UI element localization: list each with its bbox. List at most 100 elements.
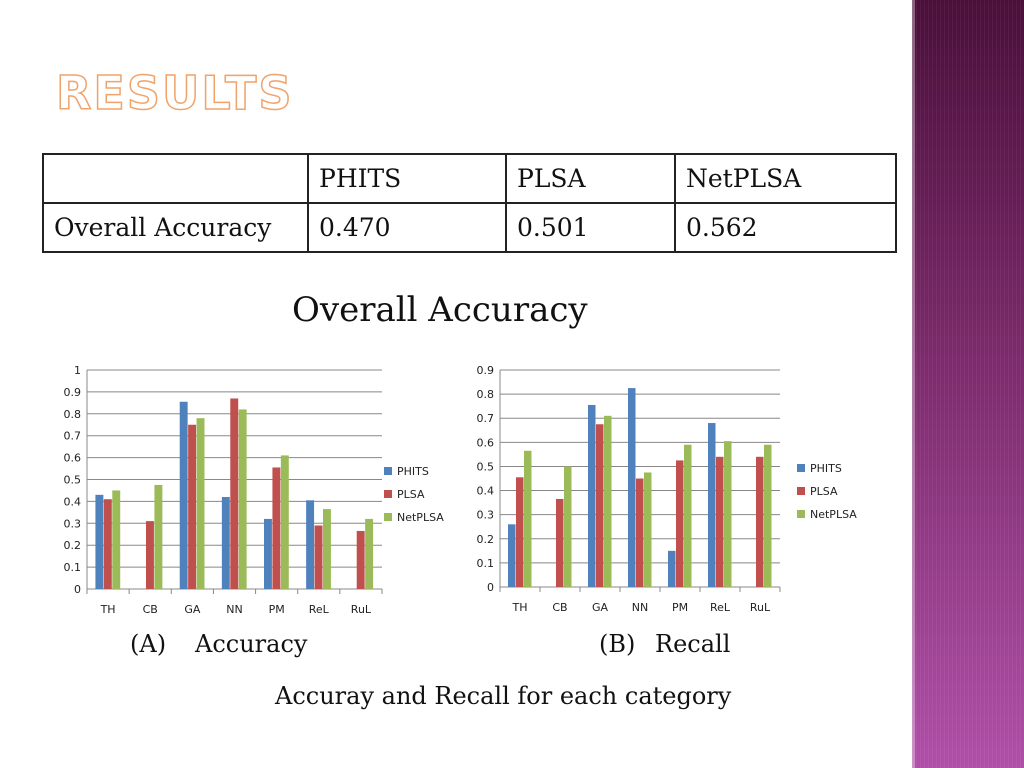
results-table: PHITS PLSA NetPLSA Overall Accuracy 0.47…	[42, 153, 897, 253]
bar-plsa	[188, 424, 197, 589]
y-tick-label: 0	[74, 583, 81, 596]
bar-phits	[588, 404, 596, 587]
bar-plsa	[272, 467, 281, 589]
chart-a-label: (A)	[130, 630, 167, 658]
table-cell: 0.470	[307, 202, 507, 253]
x-tick-label: GA	[184, 603, 201, 616]
x-tick-label: CB	[143, 603, 158, 616]
y-tick-label: 0.2	[477, 533, 495, 546]
chart-b-caption: Recall	[655, 630, 731, 658]
legend-swatch-plsa	[797, 487, 805, 495]
figure-caption: Accuray and Recall for each category	[275, 682, 732, 710]
decorative-side-panel	[912, 0, 1024, 768]
table-cell: 0.501	[505, 202, 676, 253]
chart-b-label: (B)	[599, 630, 636, 658]
bar-plsa	[356, 530, 365, 589]
legend-label: PHITS	[810, 462, 842, 475]
bar-phits	[95, 494, 104, 589]
bar-plsa	[676, 460, 684, 587]
bar-netplsa	[323, 509, 331, 589]
bar-netplsa	[112, 490, 121, 589]
x-tick-label: GA	[592, 601, 609, 614]
y-tick-label: 0.3	[64, 517, 82, 530]
bar-netplsa	[724, 441, 732, 587]
recall-chart: 0 0.1 0.2 0.3 0.4 0.5 0.6 0.7 0.8 0.9 TH CB GA NN PM Re…	[477, 364, 858, 614]
table-caption: Overall Accuracy	[292, 290, 588, 330]
bar-netplsa	[238, 409, 247, 589]
x-tick-label: RuL	[750, 601, 771, 614]
bar-netplsa	[365, 518, 374, 589]
y-tick-label: 0.1	[64, 561, 82, 574]
legend-label: PHITS	[397, 465, 429, 478]
y-tick-label: 0.9	[477, 364, 495, 377]
chart-a-caption: Accuracy	[195, 630, 308, 658]
bar-netplsa	[644, 472, 652, 587]
bar-phits	[628, 388, 636, 587]
bar-netplsa	[154, 484, 163, 589]
table-header-cell: PLSA	[505, 153, 676, 204]
legend-swatch-netplsa	[384, 513, 392, 521]
y-tick-label: 0.3	[477, 509, 495, 522]
x-tick-label: NN	[632, 601, 648, 614]
bar-phits	[221, 497, 230, 589]
table-row: Overall Accuracy 0.470 0.501 0.562	[42, 202, 897, 253]
bar-phits	[264, 518, 272, 589]
bar-plsa	[314, 525, 323, 589]
bar-netplsa	[280, 455, 289, 589]
bar-netplsa	[524, 450, 532, 587]
legend-swatch-phits	[797, 464, 805, 472]
x-tick-label: TH	[100, 603, 116, 616]
bar-phits	[668, 550, 676, 587]
legend-label: PLSA	[397, 488, 425, 501]
bar-plsa	[146, 521, 154, 589]
legend-swatch-netplsa	[797, 510, 805, 518]
y-tick-label: 1	[74, 364, 81, 377]
y-tick-label: 0.4	[64, 495, 82, 508]
x-tick-label: TH	[512, 601, 528, 614]
y-tick-label: 0	[487, 581, 494, 594]
x-tick-label: NN	[226, 603, 242, 616]
y-tick-label: 0.6	[477, 436, 495, 449]
y-tick-label: 0.8	[64, 408, 82, 421]
y-tick-label: 0.7	[477, 412, 495, 425]
y-tick-label: 0.6	[64, 452, 82, 465]
bar-plsa	[103, 499, 112, 589]
bar-plsa	[756, 456, 764, 587]
accuracy-chart: 0 0.1 0.2 0.3 0.4 0.5 0.6 0.7 0.8 0.9 1 TH CB GA NN PM R…	[64, 364, 445, 616]
bar-plsa	[230, 398, 239, 589]
y-tick-label: 0.5	[64, 474, 82, 487]
legend-label: NetPLSA	[810, 508, 857, 521]
bar-plsa	[516, 477, 524, 587]
bar-phits	[708, 423, 716, 587]
bar-plsa	[556, 498, 564, 587]
y-tick-label: 0.9	[64, 386, 82, 399]
legend-label: NetPLSA	[397, 511, 444, 524]
y-tick-label: 0.4	[477, 485, 495, 498]
x-tick-label: ReL	[309, 603, 330, 616]
legend-swatch-plsa	[384, 490, 392, 498]
bar-plsa	[596, 424, 604, 587]
bar-netplsa	[564, 466, 572, 587]
x-tick-label: PM	[672, 601, 688, 614]
table-header-cell: NetPLSA	[674, 153, 897, 204]
x-tick-label: RuL	[351, 603, 372, 616]
y-tick-label: 0.2	[64, 539, 82, 552]
x-tick-label: ReL	[710, 601, 731, 614]
table-cell: Overall Accuracy	[42, 202, 309, 253]
bar-phits	[179, 401, 188, 589]
bar-phits	[306, 500, 315, 589]
bar-phits	[508, 524, 516, 587]
x-tick-label: PM	[269, 603, 285, 616]
y-tick-label: 0.1	[477, 557, 495, 570]
y-tick-label: 0.7	[64, 430, 82, 443]
y-tick-label: 0.5	[477, 460, 495, 473]
y-tick-label: 0.8	[477, 388, 495, 401]
table-header-cell: PHITS	[307, 153, 507, 204]
bar-netplsa	[196, 418, 205, 589]
x-tick-label: CB	[552, 601, 567, 614]
bar-plsa	[636, 478, 644, 587]
legend-label: PLSA	[810, 485, 838, 498]
bar-netplsa	[604, 415, 612, 587]
bar-plsa	[716, 456, 724, 587]
legend-swatch-phits	[384, 467, 392, 475]
